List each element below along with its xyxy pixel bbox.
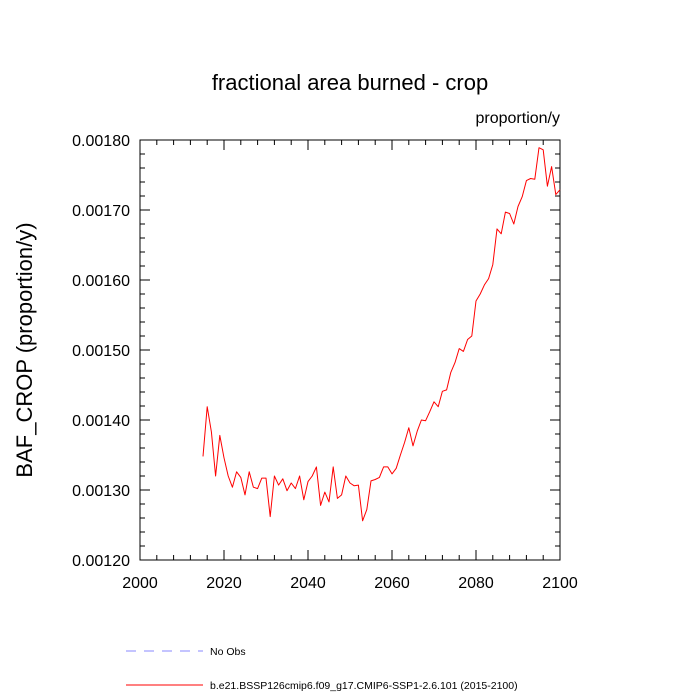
- x-tick-label: 2060: [374, 575, 410, 592]
- x-tick-label: 2100: [542, 575, 578, 592]
- legend-label-model: b.e21.BSSP126cmip6.f09_g17.CMIP6-SSP1-2.…: [210, 680, 518, 692]
- legend: No Obs b.e21.BSSP126cmip6.f09_g17.CMIP6-…: [126, 646, 518, 692]
- plot-area: [139, 139, 561, 561]
- y-axis-label: BAF_CROP (proportion/y): [12, 222, 37, 477]
- y-tick-label: 0.00180: [72, 133, 130, 150]
- x-tick-label: 2000: [122, 575, 158, 592]
- y-tick-label: 0.00170: [72, 203, 130, 220]
- series-layer: [202, 147, 561, 522]
- x-tick-label: 2040: [290, 575, 326, 592]
- y-tick-label: 0.00120: [72, 553, 130, 570]
- x-tick-label: 2020: [206, 575, 242, 592]
- x-tick-label: 2080: [458, 575, 494, 592]
- plot-frame: [139, 139, 561, 561]
- y-axis: 0.00120 0.00130 0.00140 0.00150 0.00160 0.001…: [72, 133, 560, 570]
- y-tick-label: 0.00150: [72, 343, 130, 360]
- units-label: proportion/y: [476, 110, 561, 127]
- series-line: [202, 147, 561, 522]
- y-tick-label: 0.00140: [72, 413, 130, 430]
- x-axis: 2000 2020 2040 2060 2080 2100: [122, 140, 578, 592]
- legend-label-no-obs: No Obs: [210, 646, 246, 658]
- y-tick-label: 0.00160: [72, 273, 130, 290]
- chart-title: fractional area burned - crop: [212, 70, 488, 95]
- y-tick-label: 0.00130: [72, 483, 130, 500]
